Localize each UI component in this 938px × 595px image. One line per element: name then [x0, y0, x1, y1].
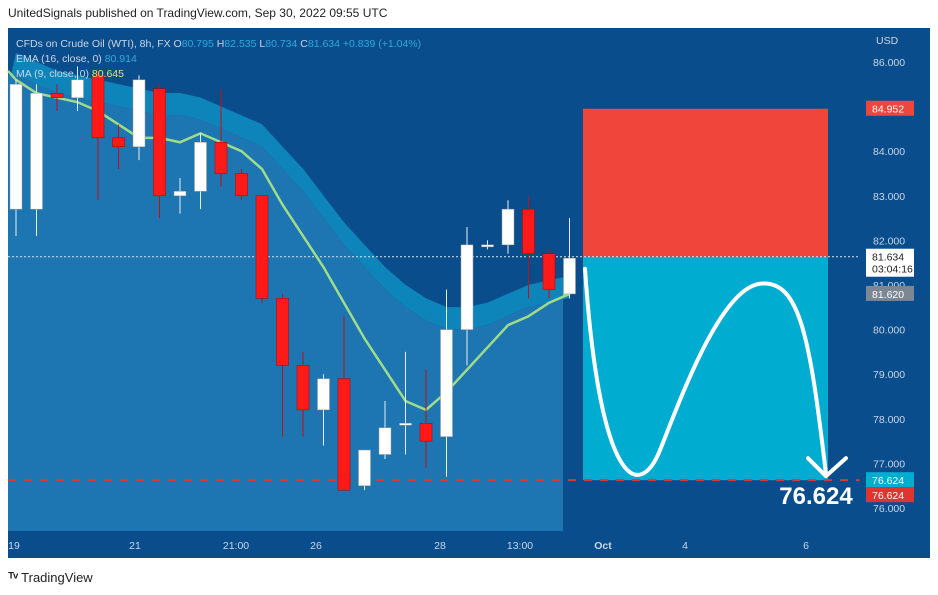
x-tick-label: 6: [803, 540, 809, 552]
x-tick-label: Oct: [594, 540, 612, 552]
stop-price-tag-bg: [866, 100, 914, 116]
candle-body: [337, 378, 351, 491]
candle-body: [173, 191, 187, 197]
ema-band: [8, 52, 570, 330]
candle-body: [9, 84, 23, 210]
x-tick-label: 13:00: [507, 540, 533, 552]
publish-caption: UnitedSignals published on TradingView.c…: [8, 6, 388, 20]
ma-price-tag: 81.620: [872, 289, 904, 301]
candle-body: [460, 244, 474, 330]
candle-body: [214, 142, 228, 174]
candle-body: [419, 423, 433, 442]
y-tick-label: 80.000: [873, 325, 905, 337]
forecast-path: [583, 266, 828, 477]
candle-body: [50, 92, 64, 98]
candle-body: [317, 378, 330, 411]
footer-brand[interactable]: ᵀᵛ TradingView: [8, 569, 93, 585]
candle-body: [296, 365, 310, 411]
candle-body: [91, 75, 105, 139]
candle-body: [399, 423, 412, 426]
target-price-tag-2-bg: [866, 487, 914, 503]
candle-body: [563, 257, 576, 295]
x-tick-label: 28: [434, 540, 446, 552]
candle-body: [132, 79, 146, 147]
y-tick-label: 77.000: [873, 458, 905, 470]
candle-body: [30, 92, 43, 210]
countdown-tag: 03:04:16: [872, 264, 913, 276]
candle-body: [358, 449, 371, 486]
ma-price-tag-bg: [866, 285, 914, 301]
y-tick-label: 82.000: [873, 235, 905, 247]
candle-body: [153, 88, 166, 197]
candle-body: [71, 79, 84, 98]
take-profit-zone: [583, 256, 828, 481]
candle-body: [481, 244, 494, 248]
y-tick-label: 86.000: [873, 57, 905, 69]
current-price-tag-bg: [866, 248, 914, 277]
candle-body: [235, 173, 248, 197]
ema-legend: EMA (16, close, 0) 80.914: [16, 53, 137, 65]
candle-body: [440, 329, 453, 437]
target-price-tag-bg: [866, 472, 914, 488]
y-tick-label: 84.000: [873, 146, 905, 158]
candle-body: [276, 298, 289, 366]
x-tick-label: 19: [8, 540, 20, 552]
ma-legend: MA (9, close, 0) 80.645: [16, 68, 124, 80]
candle-body: [378, 427, 392, 455]
stop-loss-zone: [583, 108, 828, 257]
y-tick-label: 76.000: [873, 503, 905, 515]
currency-label: USD: [876, 35, 899, 47]
candle-body: [501, 208, 515, 246]
y-tick-label: 79.000: [873, 369, 905, 381]
x-tick-label: 4: [682, 540, 688, 552]
y-tick-label: 78.000: [873, 414, 905, 426]
x-tick-label: 26: [310, 540, 322, 552]
x-tick-label: 21:00: [223, 540, 249, 552]
ohlc-legend: CFDs on Crude Oil (WTI), 8h, FX O80.795 …: [16, 38, 421, 50]
candle-body: [255, 195, 269, 299]
candle-body: [542, 253, 556, 290]
target-price-tag: 76.624: [872, 475, 904, 487]
stop-price-tag: 84.952: [872, 104, 904, 116]
target-price-tag-2: 76.624: [872, 490, 904, 502]
candle-body: [522, 208, 535, 255]
y-tick-label: 83.000: [873, 191, 905, 203]
big-target-label: 76.624: [779, 483, 853, 510]
forecast-arrowhead: [806, 456, 848, 479]
footer-brand-label: TradingView: [21, 569, 93, 585]
candle-body: [194, 142, 207, 192]
tradingview-logo-icon: ᵀᵛ: [8, 569, 18, 585]
x-tick-label: 21: [129, 540, 141, 552]
current-price-tag: 81.634: [872, 252, 904, 264]
candle-body: [112, 137, 125, 147]
